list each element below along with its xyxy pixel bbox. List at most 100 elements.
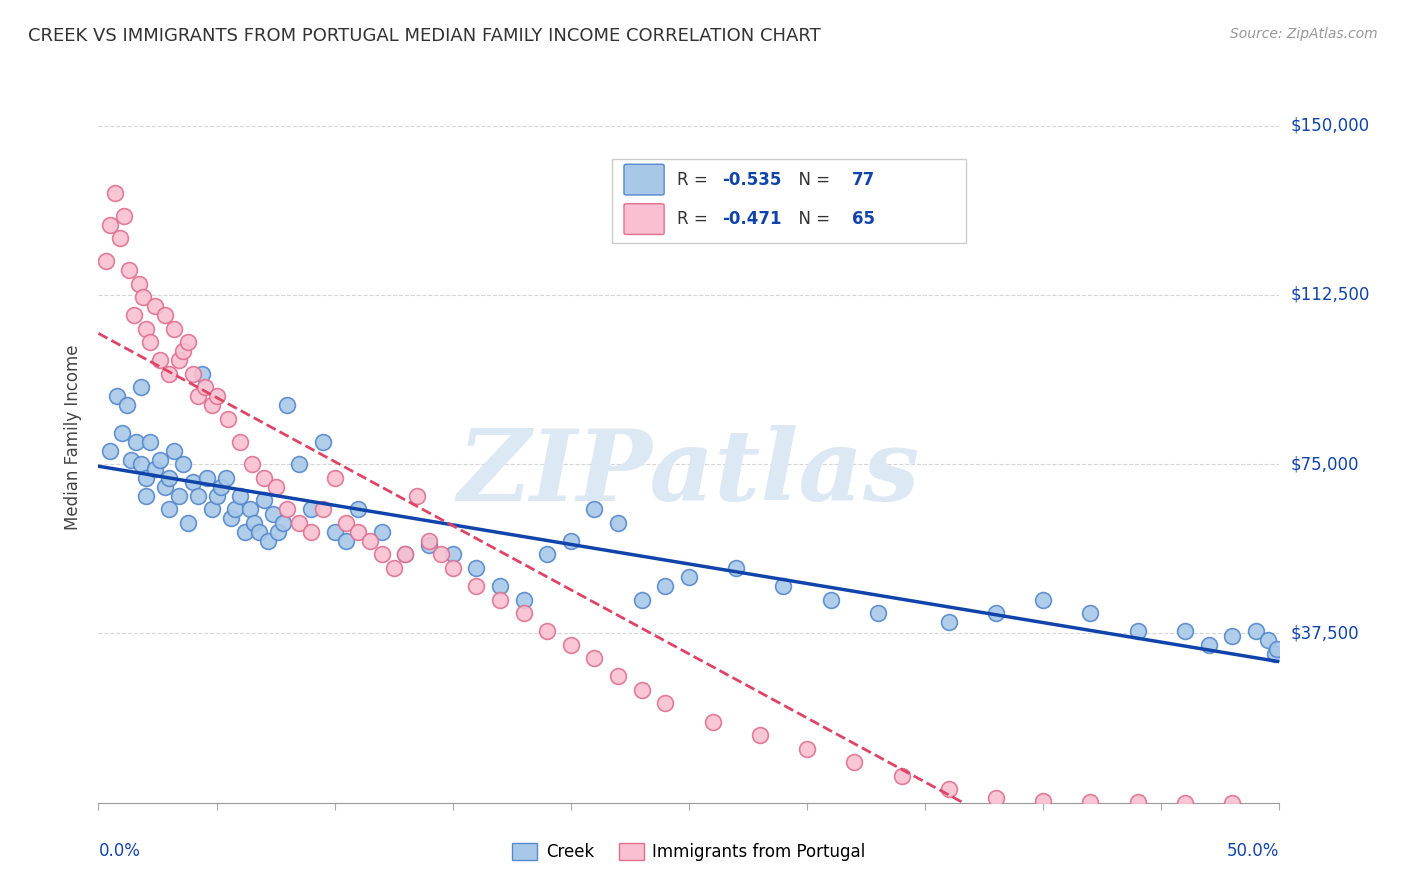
Text: 0.0%: 0.0%	[98, 842, 141, 860]
Point	[418, 533, 440, 548]
Point	[149, 452, 172, 467]
Text: $75,000: $75,000	[1291, 455, 1360, 473]
Point	[630, 682, 652, 697]
Point	[104, 186, 127, 201]
Point	[187, 389, 209, 403]
Point	[262, 507, 284, 521]
Text: N =: N =	[789, 211, 835, 228]
Text: 50.0%: 50.0%	[1227, 842, 1279, 860]
Point	[441, 561, 464, 575]
Point	[323, 471, 346, 485]
Point	[201, 399, 224, 413]
Point	[406, 489, 429, 503]
Point	[139, 335, 162, 350]
Point	[1257, 633, 1279, 648]
Point	[129, 380, 152, 394]
Point	[240, 457, 263, 471]
Point	[335, 516, 357, 530]
Point	[143, 299, 166, 313]
Text: -0.471: -0.471	[723, 211, 782, 228]
Point	[215, 471, 238, 485]
Point	[122, 308, 145, 322]
Point	[201, 502, 224, 516]
Point	[135, 489, 157, 503]
Point	[229, 434, 252, 449]
Point	[121, 452, 143, 467]
Point	[796, 741, 818, 756]
Point	[105, 389, 128, 403]
Point	[239, 502, 262, 516]
Point	[984, 606, 1007, 620]
Point	[1080, 795, 1102, 809]
Point	[938, 615, 960, 630]
Point	[98, 443, 121, 458]
FancyBboxPatch shape	[612, 159, 966, 244]
Point	[654, 697, 676, 711]
Point	[172, 344, 194, 359]
Point	[430, 548, 453, 562]
Point	[167, 353, 190, 368]
Point	[512, 606, 534, 620]
Text: ZIPatlas: ZIPatlas	[458, 425, 920, 522]
Point	[177, 335, 200, 350]
Point	[702, 714, 724, 729]
Point	[312, 434, 335, 449]
Point	[157, 367, 180, 381]
Point	[394, 548, 416, 562]
Point	[243, 516, 266, 530]
Point	[1174, 624, 1197, 639]
Point	[191, 367, 214, 381]
Point	[536, 624, 558, 639]
Point	[253, 493, 276, 508]
Point	[181, 475, 204, 490]
Point	[394, 548, 416, 562]
Point	[607, 669, 630, 683]
Point	[1265, 642, 1288, 657]
Point	[607, 516, 630, 530]
Point	[187, 489, 209, 503]
Point	[583, 502, 606, 516]
Point	[132, 290, 155, 304]
Text: 65: 65	[852, 211, 875, 228]
Point	[630, 592, 652, 607]
Point	[157, 471, 180, 485]
Text: N =: N =	[789, 170, 835, 188]
Point	[489, 579, 512, 593]
Point	[1032, 793, 1054, 807]
Point	[253, 471, 276, 485]
Point	[276, 502, 298, 516]
Point	[288, 516, 311, 530]
Text: R =: R =	[678, 170, 713, 188]
Point	[153, 480, 176, 494]
Point	[335, 533, 357, 548]
Point	[224, 502, 246, 516]
Point	[163, 322, 186, 336]
Point	[205, 389, 228, 403]
Point	[233, 524, 256, 539]
Legend: Creek, Immigrants from Portugal: Creek, Immigrants from Portugal	[506, 836, 872, 868]
Point	[1244, 624, 1267, 639]
Point	[359, 533, 381, 548]
Point	[94, 254, 117, 268]
Point	[312, 502, 335, 516]
Text: CREEK VS IMMIGRANTS FROM PORTUGAL MEDIAN FAMILY INCOME CORRELATION CHART: CREEK VS IMMIGRANTS FROM PORTUGAL MEDIAN…	[28, 27, 821, 45]
Point	[219, 511, 242, 525]
Point	[748, 728, 770, 742]
FancyBboxPatch shape	[624, 164, 664, 195]
Point	[118, 263, 141, 277]
Point	[288, 457, 311, 471]
FancyBboxPatch shape	[624, 203, 664, 235]
Point	[111, 425, 134, 440]
Point	[98, 218, 121, 232]
Text: $37,500: $37,500	[1291, 624, 1360, 642]
Point	[135, 322, 157, 336]
Point	[194, 380, 217, 394]
Point	[271, 516, 294, 530]
Point	[938, 782, 960, 797]
Point	[465, 561, 488, 575]
Point	[890, 769, 912, 783]
Point	[844, 755, 866, 769]
Text: Source: ZipAtlas.com: Source: ZipAtlas.com	[1230, 27, 1378, 41]
Point	[1032, 592, 1054, 607]
Point	[347, 502, 370, 516]
